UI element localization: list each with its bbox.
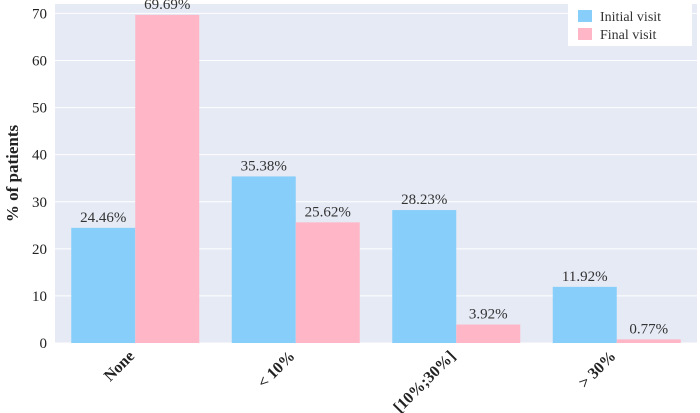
- y-tick-label: 30: [32, 195, 47, 211]
- y-tick-label: 40: [32, 148, 47, 164]
- x-category-label: [10%;30%]: [391, 348, 460, 413]
- legend-swatch-final-visit: [578, 28, 592, 40]
- x-category-label: < 10%: [255, 348, 299, 392]
- x-category-label: > 30%: [576, 348, 620, 392]
- y-tick-label: 60: [32, 54, 47, 70]
- bar-final-visit: [456, 324, 521, 343]
- bar-initial-visit: [552, 286, 617, 343]
- bar-initial-visit: [231, 176, 296, 343]
- bar-initial-visit: [392, 210, 457, 343]
- bar-final-visit: [295, 222, 360, 343]
- y-tick-label: 70: [32, 6, 47, 22]
- data-label-final-visit: 3.92%: [469, 307, 508, 323]
- data-label-initial-visit: 24.46%: [80, 210, 126, 226]
- y-tick-label: 50: [32, 101, 47, 117]
- y-axis-ticks: 0 10 20 30 40 50 60 70: [32, 6, 47, 352]
- bar-final-visit: [616, 339, 681, 343]
- bar-initial-visit: [71, 227, 136, 343]
- bar-final-visit: [135, 14, 200, 343]
- data-label-initial-visit: 11.92%: [562, 269, 608, 285]
- data-label-final-visit: 69.69%: [144, 0, 190, 13]
- y-tick-label: 20: [32, 242, 47, 258]
- y-axis-label: % of patients: [3, 124, 22, 222]
- data-label-initial-visit: 28.23%: [401, 192, 447, 208]
- legend-swatch-initial-visit: [578, 10, 592, 22]
- data-label-final-visit: 25.62%: [305, 204, 351, 220]
- legend-label-final-visit: Final visit: [600, 28, 657, 43]
- data-labels-group: 24.46% 69.69% 35.38% 25.62% 28.23% 3.92% 11.92…: [80, 0, 668, 337]
- data-label-final-visit: 0.77%: [629, 321, 668, 337]
- y-tick-label: 0: [40, 336, 48, 352]
- legend: Initial visit Final visit: [568, 4, 692, 46]
- y-tick-label: 10: [32, 289, 47, 305]
- legend-label-initial-visit: Initial visit: [600, 10, 661, 25]
- x-category-label: None: [101, 348, 138, 385]
- x-axis-categories: None < 10% [10%;30%] > 30%: [101, 348, 620, 413]
- data-label-initial-visit: 35.38%: [241, 158, 287, 174]
- bars-group: [71, 14, 681, 343]
